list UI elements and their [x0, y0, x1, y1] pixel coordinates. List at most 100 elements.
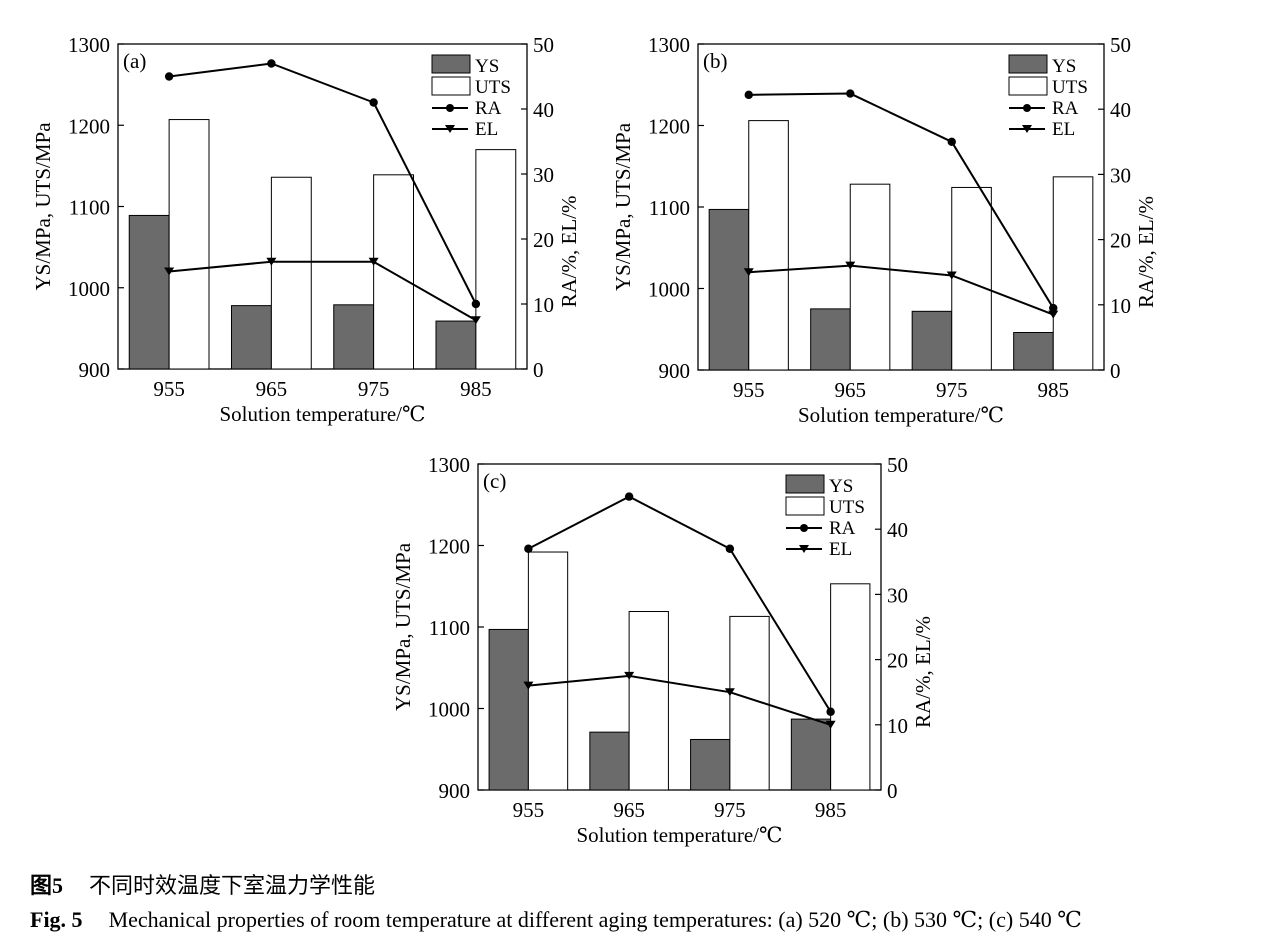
panel-a-bar-ys-965	[230, 305, 272, 370]
panel-c-legend-marker-ra	[800, 524, 808, 532]
panel-c-point-ra-985	[826, 707, 835, 716]
panel-b-legend-label-el: EL	[1052, 119, 1075, 140]
panel-b-y2label: RA/%, EL/%	[1134, 196, 1158, 308]
panel-c-legend-label-ys: YS	[829, 476, 853, 497]
panel-c-bar-ys-965	[589, 731, 630, 791]
panel-c-xtick-label-965: 965	[613, 798, 645, 822]
panel-a-point-ra-975	[369, 98, 378, 107]
panel-c-y2tick-label-50: 50	[887, 453, 908, 477]
panel-a-ylabel: YS/MPa, UTS/MPa	[31, 122, 55, 291]
panel-c-legend-label-uts: UTS	[829, 497, 865, 518]
panel-b-legend-swatch-uts	[1008, 76, 1048, 96]
panel-c-legend-swatch-uts	[785, 496, 825, 516]
panel-c-ytick-label-1300: 1300	[428, 453, 470, 477]
panel-a-legend-label-el: EL	[475, 119, 498, 140]
panel-b-y2tick-label-40: 40	[1110, 98, 1131, 122]
panel-c-point-ra-975	[725, 544, 735, 553]
caption-chinese-label: 图5	[30, 873, 64, 898]
panel-a-xtick-label-985: 985	[460, 377, 492, 401]
panel-b-legend-label-uts: UTS	[1052, 77, 1088, 98]
panel-b-ytick-label-1000: 1000	[648, 278, 690, 302]
panel-b-point-el-975	[946, 271, 957, 280]
figure-charts: 900 1000 1100 1200 1300 0 10 20 30 40 50 955 965 975 9…	[31, 33, 1158, 847]
panel-a-ytick-label-1200: 1200	[68, 114, 110, 138]
panel-c-xtick-label-975: 975	[714, 798, 746, 822]
panel-b-bar-ys-955	[708, 208, 750, 371]
panel-c-legend-label-el: EL	[829, 539, 852, 560]
panel-c-y2label: RA/%, EL/%	[911, 616, 935, 728]
panel-a-legend-swatch-ys	[431, 54, 471, 74]
caption-chinese-text: 不同时效温度下室温力学性能	[89, 873, 376, 898]
panel-a-ytick-label-1100: 1100	[69, 196, 110, 220]
panel-c-ytick-label-1200: 1200	[428, 535, 470, 559]
panel-c-legend-label-ra: RA	[829, 518, 856, 539]
panel-a-bar-uts-965	[270, 176, 312, 370]
panel-c-legend-marker-el	[799, 545, 809, 553]
panel-b-point-ra-985	[1049, 303, 1058, 313]
panel-a-chart: 900 1000 1100 1200 1300 0 10 20 30 40 50 955 965 975 9…	[31, 33, 581, 426]
panel-c-point-el-985	[825, 720, 836, 729]
panel-a-xlabel: Solution temperature/℃	[219, 402, 425, 426]
panel-b-line-ra	[748, 92, 1055, 309]
panel-c-bar-ys-955	[488, 628, 529, 791]
panel-a-point-el-985	[470, 316, 481, 325]
panel-b-point-ra-955	[744, 90, 753, 100]
panel-b-legend-swatch-ys	[1008, 54, 1048, 74]
panel-b-y2tick-label-20: 20	[1110, 229, 1131, 253]
panel-a-legend-label-uts: UTS	[475, 77, 511, 98]
panel-c-bar-ys-975	[690, 738, 731, 791]
panel-b-bar-ys-965	[810, 308, 851, 371]
panel-c-ytick-label-900: 900	[439, 779, 471, 803]
panel-c-point-el-965	[624, 671, 635, 680]
panel-a-bar-uts-985	[475, 149, 517, 370]
panel-b-ylabel: YS/MPa, UTS/MPa	[611, 122, 635, 291]
panel-a-xtick-label-955: 955	[153, 377, 185, 401]
panel-b-ytick-label-1100: 1100	[649, 196, 690, 220]
panel-a-point-el-975	[368, 257, 379, 266]
panel-b-legend-marker-el	[1022, 125, 1032, 133]
panel-a-y2tick-label-0: 0	[533, 358, 544, 382]
panel-b-legend-marker-ra	[1023, 104, 1031, 112]
panel-c-ytick-label-1000: 1000	[428, 698, 470, 722]
panel-c-xtick-label-955: 955	[513, 798, 545, 822]
panel-b-y2tick-label-30: 30	[1110, 163, 1131, 187]
panel-a-legend-swatch-uts	[431, 76, 471, 96]
panel-c-point-el-975	[724, 688, 735, 697]
panel-c-y2tick-label-20: 20	[887, 649, 908, 673]
panel-c-panel-label: (c)	[483, 469, 506, 493]
panel-c-xlabel: Solution temperature/℃	[576, 823, 782, 847]
panel-a-y2label: RA/%, EL/%	[557, 196, 581, 308]
panel-a-panel-label: (a)	[123, 49, 146, 73]
panel-a-ytick-label-1000: 1000	[68, 277, 110, 301]
panel-b-xtick-label-985: 985	[1038, 378, 1070, 402]
panel-a-y2tick-label-10: 10	[533, 293, 554, 317]
panel-a-line-ra	[168, 62, 477, 305]
panel-c-bar-uts-985	[830, 583, 871, 791]
panel-b-ytick-label-1300: 1300	[648, 33, 690, 57]
panel-a-ytick-label-900: 900	[79, 358, 111, 382]
panel-b-point-el-985	[1048, 310, 1059, 319]
panel-a-y2tick-label-40: 40	[533, 98, 554, 122]
panel-a-y2tick-label-30: 30	[533, 163, 554, 187]
panel-a-bar-ys-975	[333, 304, 375, 370]
panel-c-xtick-label-985: 985	[815, 798, 847, 822]
caption-chinese: 图5 不同时效温度下室温力学性能	[30, 868, 375, 900]
panel-b-bar-uts-955	[748, 120, 789, 371]
panel-a-bar-ys-955	[128, 214, 170, 370]
panel-b-legend-label-ra: RA	[1052, 98, 1079, 119]
panel-c-point-ra-955	[524, 544, 533, 553]
panel-c-line-ra	[527, 495, 832, 713]
panel-b-point-ra-975	[947, 137, 956, 146]
panel-c-y2tick-label-10: 10	[887, 714, 908, 738]
panel-b-y2tick-label-50: 50	[1110, 33, 1131, 57]
panel-c-point-el-955	[523, 681, 534, 690]
panel-b-bar-ys-985	[1013, 332, 1054, 371]
panel-b-chart: 900 1000 1100 1200 1300 0 10 20 30 40 50 955 965 975 9…	[611, 33, 1158, 427]
panel-b-y2tick-label-0: 0	[1110, 359, 1121, 383]
caption-english-text: Mechanical properties of room temperatur…	[108, 907, 1082, 932]
panel-c-ylabel: YS/MPa, UTS/MPa	[391, 542, 415, 711]
panel-a-legend-marker-ra	[446, 104, 454, 112]
panel-c-chart: 900 1000 1100 1200 1300 0 10 20 30 40 50 955 965 975 9…	[391, 453, 935, 847]
panel-b-point-el-965	[845, 261, 856, 270]
panel-c-y2tick-label-40: 40	[887, 518, 908, 542]
